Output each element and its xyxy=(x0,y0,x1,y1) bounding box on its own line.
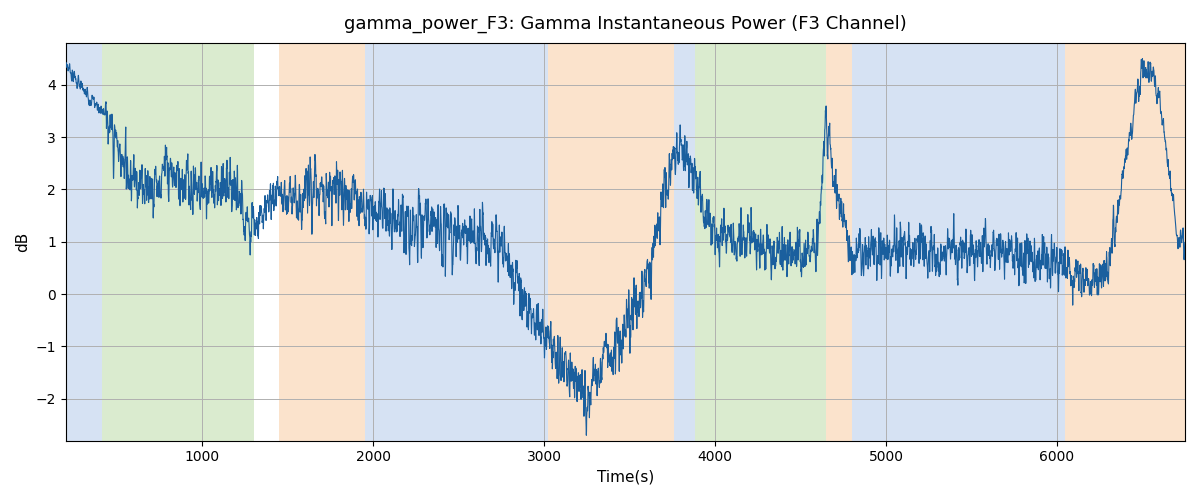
Bar xyxy=(365,43,547,440)
Bar xyxy=(102,43,253,440)
Bar xyxy=(852,43,1066,440)
Bar xyxy=(280,43,365,440)
Bar xyxy=(547,43,674,440)
Title: gamma_power_F3: Gamma Instantaneous Power (F3 Channel): gamma_power_F3: Gamma Instantaneous Powe… xyxy=(344,15,907,34)
Y-axis label: dB: dB xyxy=(16,232,30,252)
Bar xyxy=(826,43,852,440)
Bar xyxy=(674,43,695,440)
Bar xyxy=(66,43,102,440)
X-axis label: Time(s): Time(s) xyxy=(596,470,654,485)
Bar xyxy=(695,43,826,440)
Bar xyxy=(1066,43,1186,440)
